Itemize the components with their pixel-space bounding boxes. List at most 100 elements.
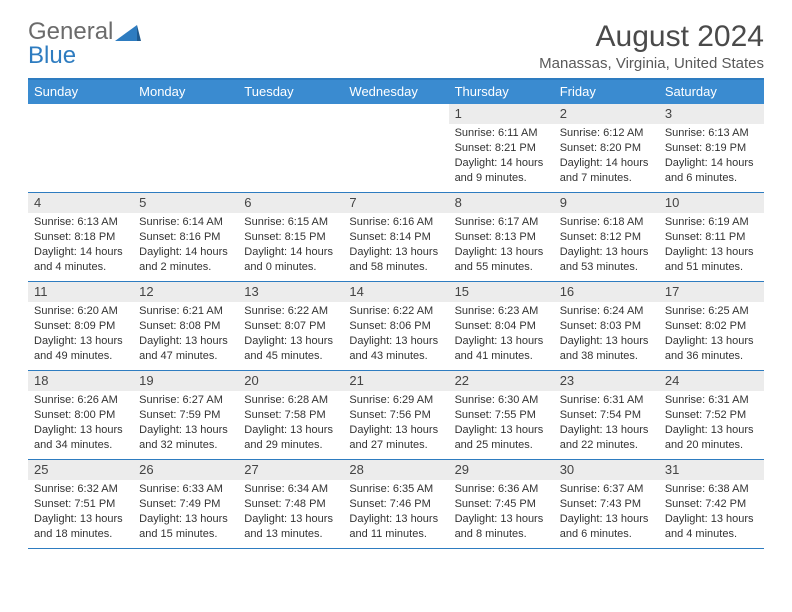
sunrise: Sunrise: 6:13 AM — [665, 126, 758, 141]
dayheader: Monday — [133, 80, 238, 104]
day-number: 12 — [133, 282, 238, 302]
sunset: Sunset: 8:18 PM — [34, 230, 127, 245]
dayheaders-row: SundayMondayTuesdayWednesdayThursdayFrid… — [28, 80, 764, 104]
daylight: Daylight: 13 hours and 38 minutes. — [560, 334, 653, 364]
calendar-cell: 17Sunrise: 6:25 AMSunset: 8:02 PMDayligh… — [659, 282, 764, 370]
day-number: 2 — [554, 104, 659, 124]
day-number: 17 — [659, 282, 764, 302]
logo-blue: Blue — [28, 42, 76, 69]
day-details: Sunrise: 6:37 AMSunset: 7:43 PMDaylight:… — [558, 482, 655, 541]
calendar-week: 1Sunrise: 6:11 AMSunset: 8:21 PMDaylight… — [28, 104, 764, 193]
logo-general: General — [28, 18, 113, 45]
daylight: Daylight: 13 hours and 53 minutes. — [560, 245, 653, 275]
day-number: 4 — [28, 193, 133, 213]
calendar-cell: 13Sunrise: 6:22 AMSunset: 8:07 PMDayligh… — [238, 282, 343, 370]
sunrise: Sunrise: 6:24 AM — [560, 304, 653, 319]
calendar-cell — [238, 104, 343, 192]
sunset: Sunset: 8:07 PM — [244, 319, 337, 334]
dayheader: Sunday — [28, 80, 133, 104]
header: General Blue August 2024 Manassas, Virgi… — [28, 20, 764, 72]
calendar-cell: 20Sunrise: 6:28 AMSunset: 7:58 PMDayligh… — [238, 371, 343, 459]
sunset: Sunset: 8:19 PM — [665, 141, 758, 156]
calendar-cell: 22Sunrise: 6:30 AMSunset: 7:55 PMDayligh… — [449, 371, 554, 459]
calendar-cell: 21Sunrise: 6:29 AMSunset: 7:56 PMDayligh… — [343, 371, 448, 459]
dayheader: Wednesday — [343, 80, 448, 104]
daylight: Daylight: 13 hours and 55 minutes. — [455, 245, 548, 275]
day-details: Sunrise: 6:12 AMSunset: 8:20 PMDaylight:… — [558, 126, 655, 185]
daylight: Daylight: 13 hours and 20 minutes. — [665, 423, 758, 453]
day-details: Sunrise: 6:20 AMSunset: 8:09 PMDaylight:… — [32, 304, 129, 363]
day-number: 30 — [554, 460, 659, 480]
calendar-cell: 7Sunrise: 6:16 AMSunset: 8:14 PMDaylight… — [343, 193, 448, 281]
sunset: Sunset: 8:09 PM — [34, 319, 127, 334]
daylight: Daylight: 13 hours and 51 minutes. — [665, 245, 758, 275]
sunrise: Sunrise: 6:30 AM — [455, 393, 548, 408]
sunset: Sunset: 8:20 PM — [560, 141, 653, 156]
calendar-cell: 30Sunrise: 6:37 AMSunset: 7:43 PMDayligh… — [554, 460, 659, 548]
sunrise: Sunrise: 6:12 AM — [560, 126, 653, 141]
dayheader: Tuesday — [238, 80, 343, 104]
calendar-cell: 2Sunrise: 6:12 AMSunset: 8:20 PMDaylight… — [554, 104, 659, 192]
logo-triangle-icon — [115, 23, 141, 43]
sunrise: Sunrise: 6:20 AM — [34, 304, 127, 319]
sunset: Sunset: 7:54 PM — [560, 408, 653, 423]
daylight: Daylight: 14 hours and 7 minutes. — [560, 156, 653, 186]
day-number: 11 — [28, 282, 133, 302]
day-number: 10 — [659, 193, 764, 213]
day-details: Sunrise: 6:24 AMSunset: 8:03 PMDaylight:… — [558, 304, 655, 363]
calendar-week: 11Sunrise: 6:20 AMSunset: 8:09 PMDayligh… — [28, 282, 764, 371]
calendar-cell: 26Sunrise: 6:33 AMSunset: 7:49 PMDayligh… — [133, 460, 238, 548]
day-number: 18 — [28, 371, 133, 391]
daylight: Daylight: 14 hours and 0 minutes. — [244, 245, 337, 275]
dayheader: Saturday — [659, 80, 764, 104]
day-details: Sunrise: 6:30 AMSunset: 7:55 PMDaylight:… — [453, 393, 550, 452]
sunrise: Sunrise: 6:15 AM — [244, 215, 337, 230]
day-details: Sunrise: 6:22 AMSunset: 8:07 PMDaylight:… — [242, 304, 339, 363]
sunrise: Sunrise: 6:29 AM — [349, 393, 442, 408]
sunset: Sunset: 8:00 PM — [34, 408, 127, 423]
day-details: Sunrise: 6:13 AMSunset: 8:18 PMDaylight:… — [32, 215, 129, 274]
day-number: 26 — [133, 460, 238, 480]
calendar-cell: 19Sunrise: 6:27 AMSunset: 7:59 PMDayligh… — [133, 371, 238, 459]
sunset: Sunset: 8:06 PM — [349, 319, 442, 334]
day-number — [28, 104, 133, 124]
day-number: 1 — [449, 104, 554, 124]
day-details: Sunrise: 6:23 AMSunset: 8:04 PMDaylight:… — [453, 304, 550, 363]
sunset: Sunset: 7:42 PM — [665, 497, 758, 512]
sunset: Sunset: 8:03 PM — [560, 319, 653, 334]
day-number: 7 — [343, 193, 448, 213]
calendar-cell: 24Sunrise: 6:31 AMSunset: 7:52 PMDayligh… — [659, 371, 764, 459]
day-details: Sunrise: 6:14 AMSunset: 8:16 PMDaylight:… — [137, 215, 234, 274]
sunrise: Sunrise: 6:33 AM — [139, 482, 232, 497]
calendar-cell — [133, 104, 238, 192]
calendar-cell: 12Sunrise: 6:21 AMSunset: 8:08 PMDayligh… — [133, 282, 238, 370]
calendar-cell: 29Sunrise: 6:36 AMSunset: 7:45 PMDayligh… — [449, 460, 554, 548]
calendar-cell: 5Sunrise: 6:14 AMSunset: 8:16 PMDaylight… — [133, 193, 238, 281]
day-details: Sunrise: 6:21 AMSunset: 8:08 PMDaylight:… — [137, 304, 234, 363]
sunset: Sunset: 8:15 PM — [244, 230, 337, 245]
day-details: Sunrise: 6:22 AMSunset: 8:06 PMDaylight:… — [347, 304, 444, 363]
day-number: 23 — [554, 371, 659, 391]
sunset: Sunset: 8:08 PM — [139, 319, 232, 334]
day-number: 6 — [238, 193, 343, 213]
day-number: 19 — [133, 371, 238, 391]
calendar-week: 25Sunrise: 6:32 AMSunset: 7:51 PMDayligh… — [28, 460, 764, 549]
day-details: Sunrise: 6:36 AMSunset: 7:45 PMDaylight:… — [453, 482, 550, 541]
sunset: Sunset: 8:12 PM — [560, 230, 653, 245]
day-details: Sunrise: 6:16 AMSunset: 8:14 PMDaylight:… — [347, 215, 444, 274]
sunset: Sunset: 7:55 PM — [455, 408, 548, 423]
sunrise: Sunrise: 6:27 AM — [139, 393, 232, 408]
sunrise: Sunrise: 6:28 AM — [244, 393, 337, 408]
daylight: Daylight: 14 hours and 2 minutes. — [139, 245, 232, 275]
day-details: Sunrise: 6:28 AMSunset: 7:58 PMDaylight:… — [242, 393, 339, 452]
day-number: 16 — [554, 282, 659, 302]
sunrise: Sunrise: 6:34 AM — [244, 482, 337, 497]
day-details: Sunrise: 6:18 AMSunset: 8:12 PMDaylight:… — [558, 215, 655, 274]
calendar-cell: 31Sunrise: 6:38 AMSunset: 7:42 PMDayligh… — [659, 460, 764, 548]
day-details: Sunrise: 6:31 AMSunset: 7:54 PMDaylight:… — [558, 393, 655, 452]
sunset: Sunset: 7:48 PM — [244, 497, 337, 512]
daylight: Daylight: 13 hours and 45 minutes. — [244, 334, 337, 364]
day-number — [343, 104, 448, 124]
sunrise: Sunrise: 6:17 AM — [455, 215, 548, 230]
sunrise: Sunrise: 6:11 AM — [455, 126, 548, 141]
